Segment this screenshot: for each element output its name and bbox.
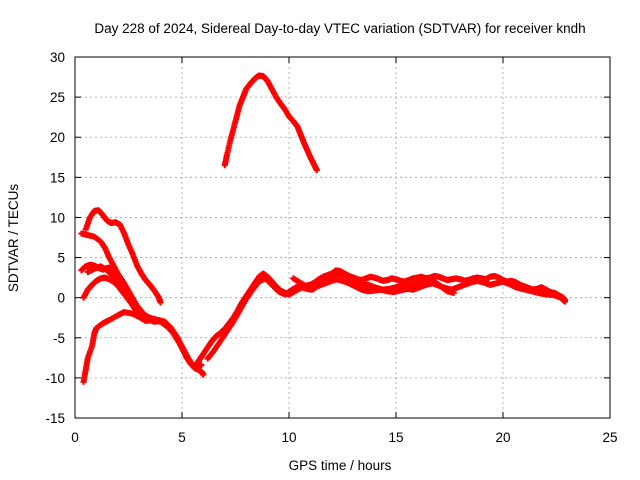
y-tick-label: -15 (45, 411, 65, 426)
chart-title: Day 228 of 2024, Sidereal Day-to-day VTE… (94, 21, 585, 36)
y-tick-label: 10 (50, 210, 65, 225)
grid-lines (75, 57, 610, 418)
data-point (450, 289, 457, 296)
y-tick-label: -10 (45, 371, 65, 386)
x-tick-label: 15 (388, 430, 403, 445)
data-point (562, 298, 569, 305)
x-tick-label: 10 (281, 430, 296, 445)
x-tick-label: 25 (602, 430, 617, 445)
y-tick-label: 25 (50, 90, 65, 105)
series-arc-6 (84, 263, 203, 372)
x-tick-labels: 0 5 10 15 20 25 (71, 430, 617, 445)
axis-ticks (74, 56, 611, 419)
y-tick-label: 5 (57, 251, 65, 266)
data-point (313, 167, 320, 174)
x-tick-label: 20 (495, 430, 510, 445)
series-arc-10 (290, 270, 457, 296)
y-tick-labels: -15 -10 -5 0 5 10 15 20 25 30 (45, 50, 65, 426)
y-tick-label: 20 (50, 130, 65, 145)
y-axis-label: SDTVAR / TECUs (6, 184, 21, 293)
y-tick-label: -5 (53, 331, 65, 346)
series-arc-7 (221, 72, 320, 174)
data-points (78, 72, 569, 385)
plot-frame (74, 56, 611, 419)
x-tick-label: 5 (178, 430, 186, 445)
y-tick-label: 15 (50, 170, 65, 185)
data-point (200, 371, 207, 378)
x-axis-label: GPS time / hours (289, 458, 392, 473)
data-point (157, 299, 164, 306)
x-tick-label: 0 (71, 430, 79, 445)
series-arc-1 (80, 309, 205, 385)
y-tick-label: 0 (57, 291, 65, 306)
y-tick-label: 30 (50, 50, 65, 65)
series-arc-3 (82, 207, 164, 306)
